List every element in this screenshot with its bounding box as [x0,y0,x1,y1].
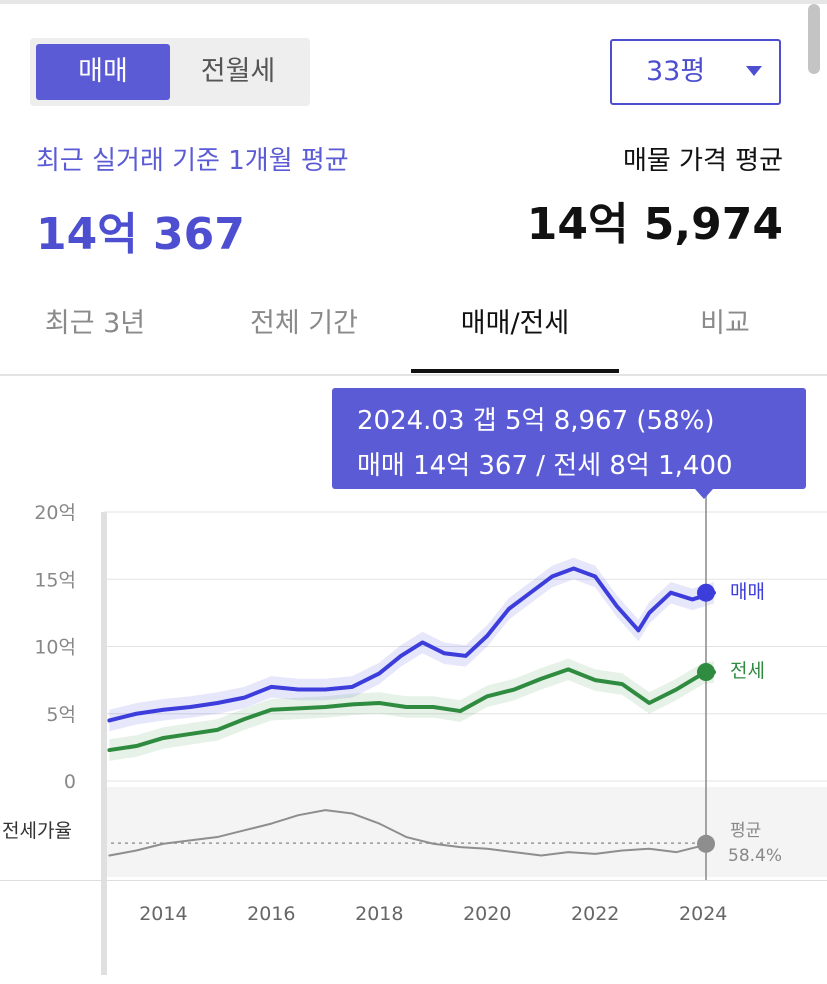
y-tick-label: 5억 [46,704,76,726]
chart-bottom-divider [0,880,827,881]
tooltip-gap-line: 2024.03 갭 5억 8,967 (58%) [357,406,715,436]
ratio-series-hover-point [697,834,715,853]
x-tick-label: 2024 [679,903,727,925]
tab-recent-3-years[interactable]: 최근 3년 [44,308,146,339]
tab-sale-jeonse[interactable]: 매매/전세 [460,308,570,339]
ratio-panel-background [104,787,827,877]
tooltip-price-line: 매매 14억 367 / 전세 8억 1,400 [357,451,733,481]
ratio-series-line [108,809,715,857]
x-tick-label: 2020 [463,903,511,925]
x-tick-label: 2022 [571,903,619,925]
y-tick-label: 15억 [34,569,76,591]
sale-series-hover-point [697,583,715,602]
recent-average-label: 최근 실거래 기준 1개월 평균 [36,146,349,176]
recent-average-value: 14억 367 [36,209,245,260]
jeonse-series-hover-point [697,663,715,682]
x-axis-labels: 2014 2016 2018 2020 2022 2024 [139,903,727,925]
tab-compare[interactable]: 비교 [700,308,750,339]
average-label: 평균 [730,821,761,841]
caret-down-icon [746,66,762,76]
average-value: 58.4% [728,846,782,866]
area-size-value: 33평 [646,56,706,87]
x-tick-label: 2018 [355,903,403,925]
jeonse-series-label: 전세 [730,660,765,682]
x-tick-label: 2016 [247,903,295,925]
scrollbar-thumb[interactable] [808,4,820,74]
listing-average-value: 14억 5,974 [526,199,783,250]
sale-series-line [107,566,716,723]
x-tick-label: 2014 [139,903,187,925]
area-size-dropdown[interactable]: 33평 [610,39,781,105]
tab-all-period[interactable]: 전체 기간 [250,308,358,339]
trade-type-toggle: 매매 전월세 [30,38,310,106]
tabs-divider [0,374,827,376]
series-layer [107,557,716,857]
top-border [0,0,827,4]
hover-markers [697,583,715,853]
jeonse-series-range-band [109,658,714,761]
ratio-axis-label: 전세가율 [2,820,72,842]
rent-tab-button[interactable]: 전월세 [200,56,276,87]
y-tick-label: 10억 [34,637,76,659]
sale-series-range-band [109,557,714,732]
listing-average-label: 매물 가격 평균 [622,146,783,176]
sale-series-label: 매매 [730,581,765,603]
jeonse-series-line [107,667,716,753]
y-tick-label: 0 [64,771,76,793]
sale-tab-button[interactable]: 매매 [36,44,170,100]
period-tabs: 최근 3년 전체 기간 매매/전세 비교 [0,285,827,375]
y-axis-labels: 20억 15억 10억 5억 0 [34,502,76,793]
active-tab-indicator [411,369,619,373]
y-tick-label: 20억 [34,502,76,524]
tooltip-pointer [695,489,713,499]
hover-tooltip: 2024.03 갭 5억 8,967 (58%) 매매 14억 367 / 전세… [332,388,806,499]
